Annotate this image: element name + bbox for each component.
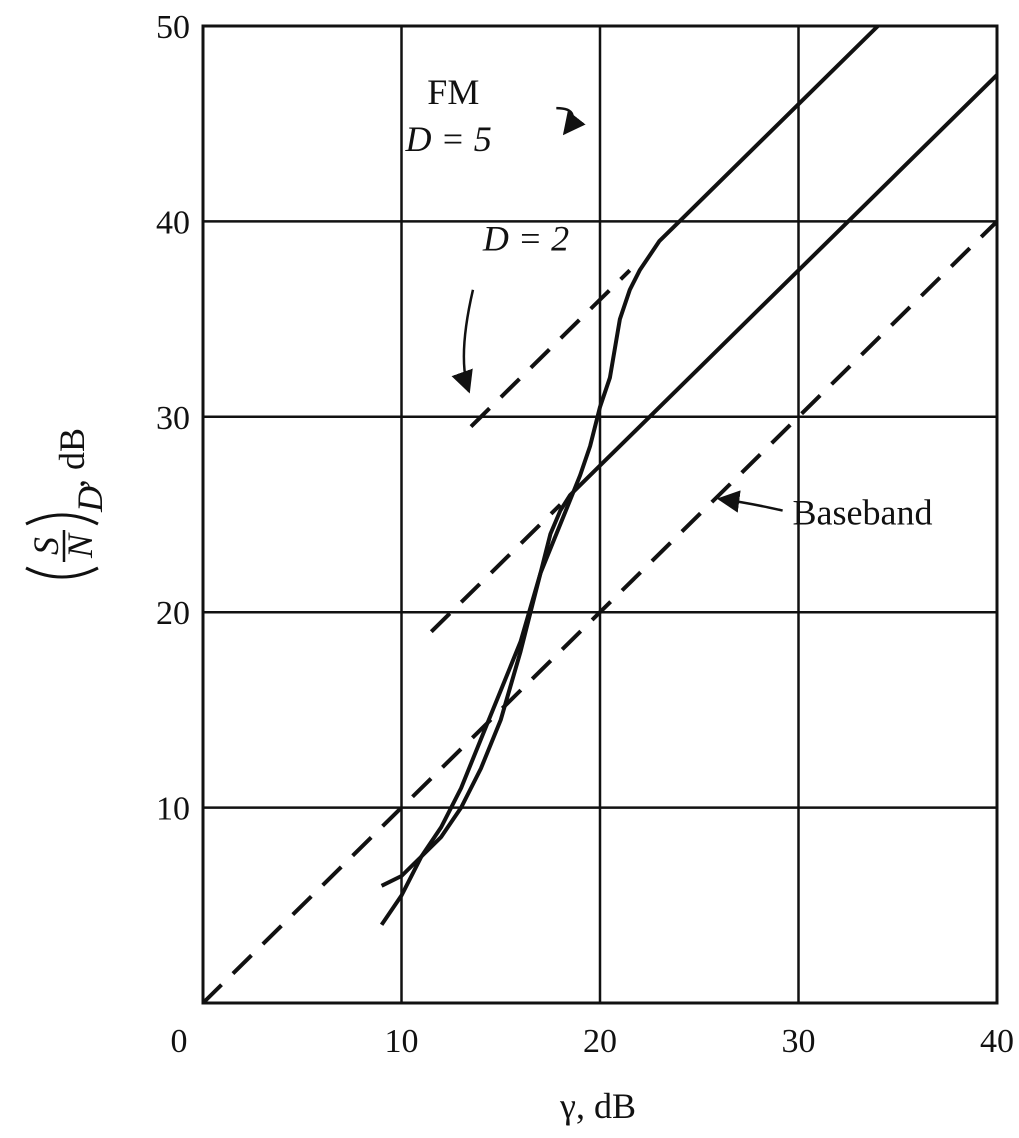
arrow-d2 [451, 289, 475, 394]
annotation-fm: FM [427, 72, 479, 112]
annotation-arrows [451, 106, 783, 513]
y-axis-label-numerator: S [26, 537, 66, 555]
series-line-fm-d2 [380, 73, 999, 888]
annotation-d2: D = 2 [482, 219, 569, 259]
y-tick-label: 50 [156, 9, 190, 46]
series-layer [201, 24, 999, 1005]
x-tick-label: 30 [782, 1023, 816, 1060]
y-tick-label: 30 [156, 400, 190, 437]
y-tick-label: 40 [156, 204, 190, 241]
arrow-baseband [716, 490, 783, 513]
y-axis-label-unit: , dB [52, 428, 92, 488]
series-line-baseband [201, 219, 999, 1005]
y-axis-label-open-paren [25, 566, 99, 579]
y-axis-label: S N D , dB [25, 428, 110, 579]
x-tick-labels: 0 10 20 30 40 [171, 1023, 1015, 1060]
y-tick-label: 10 [156, 791, 190, 828]
series-line-fm-d2-extension [429, 503, 562, 634]
series-line-fm-d5-extension [469, 268, 632, 429]
x-tick-label: 10 [385, 1023, 419, 1060]
annotation-d5: D = 5 [405, 119, 492, 159]
y-axis-label-denominator: N [60, 532, 100, 559]
y-tick-labels: 10 20 30 40 50 [156, 9, 190, 828]
grid [201, 24, 999, 1005]
x-tick-label: 0 [171, 1023, 188, 1060]
arrow-d5 [556, 106, 586, 136]
x-tick-label: 40 [980, 1023, 1014, 1060]
y-tick-label: 20 [156, 595, 190, 632]
y-axis-label-subscript: D [70, 486, 110, 513]
annotation-baseband: Baseband [793, 492, 933, 532]
x-tick-label: 20 [583, 1023, 617, 1060]
series-line-fm-d5 [379, 24, 880, 926]
x-axis-label: γ, dB [559, 1086, 636, 1126]
y-axis-label-close-paren [25, 513, 99, 526]
